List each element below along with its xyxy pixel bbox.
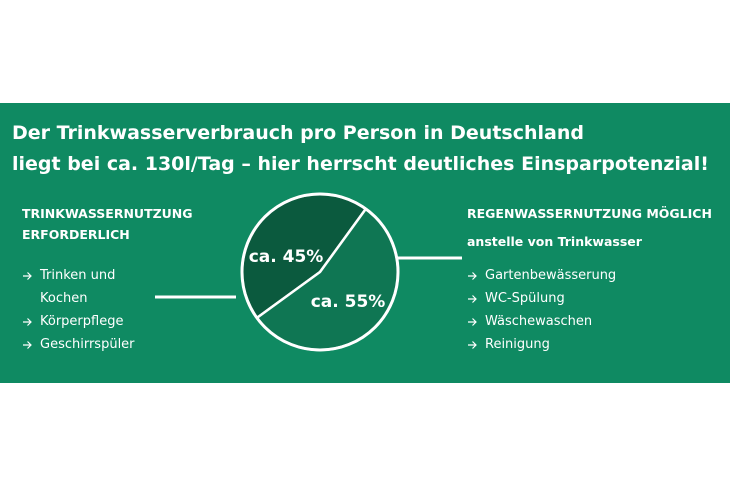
panel-heading: TRINKWASSERNUTZUNG ERFORDERLICH <box>22 206 193 242</box>
list-item-text: Reinigung <box>485 337 550 352</box>
list-item-text: Geschirrspüler <box>40 337 135 352</box>
value-label: ca. 55% <box>311 292 386 312</box>
arrow-icon <box>468 272 477 280</box>
arrow-icon <box>23 318 32 326</box>
title-line: Der Trinkwasserverbrauch pro Person in D… <box>12 122 584 144</box>
list-item: Reinigung <box>467 333 707 356</box>
arrow <box>23 272 32 280</box>
list-item: Geschirrspüler <box>22 333 147 356</box>
list-item-text: Körperpflege <box>40 314 124 329</box>
arrow-icon <box>468 341 477 349</box>
arrow <box>23 341 32 349</box>
arrow-icon <box>23 272 32 280</box>
list-item: Wäschewaschen <box>467 310 707 333</box>
pie-outline <box>240 192 400 352</box>
arrow-icon <box>23 341 32 349</box>
list-item: Trinken und Kochen <box>22 264 147 310</box>
list-item-text: Gartenbewässerung <box>485 268 617 283</box>
arrow-icon <box>468 295 477 303</box>
list-item: Körperpflege <box>22 310 147 333</box>
arrow-icon <box>468 318 477 326</box>
arrow <box>468 295 477 303</box>
panel-subtitle: anstelle von Trinkwasser <box>467 234 642 249</box>
arrow <box>468 318 477 326</box>
list-item-text: Wäschewaschen <box>485 314 593 329</box>
arrow <box>468 341 477 349</box>
panel-heading: REGENWASSERNUTZUNG MÖGLICH <box>467 206 712 221</box>
list-item-text: WC-Spülung <box>485 291 565 306</box>
list-item-text: Trinken und Kochen <box>40 268 116 306</box>
title-line: liegt bei ca. 130l/Tag – hier herrscht d… <box>12 153 709 175</box>
list-item: Gartenbewässerung <box>467 264 707 287</box>
arrow <box>468 272 477 280</box>
value-label: ca. 45% <box>249 247 324 267</box>
list-item: WC-Spülung <box>467 287 707 310</box>
arrow <box>23 318 32 326</box>
